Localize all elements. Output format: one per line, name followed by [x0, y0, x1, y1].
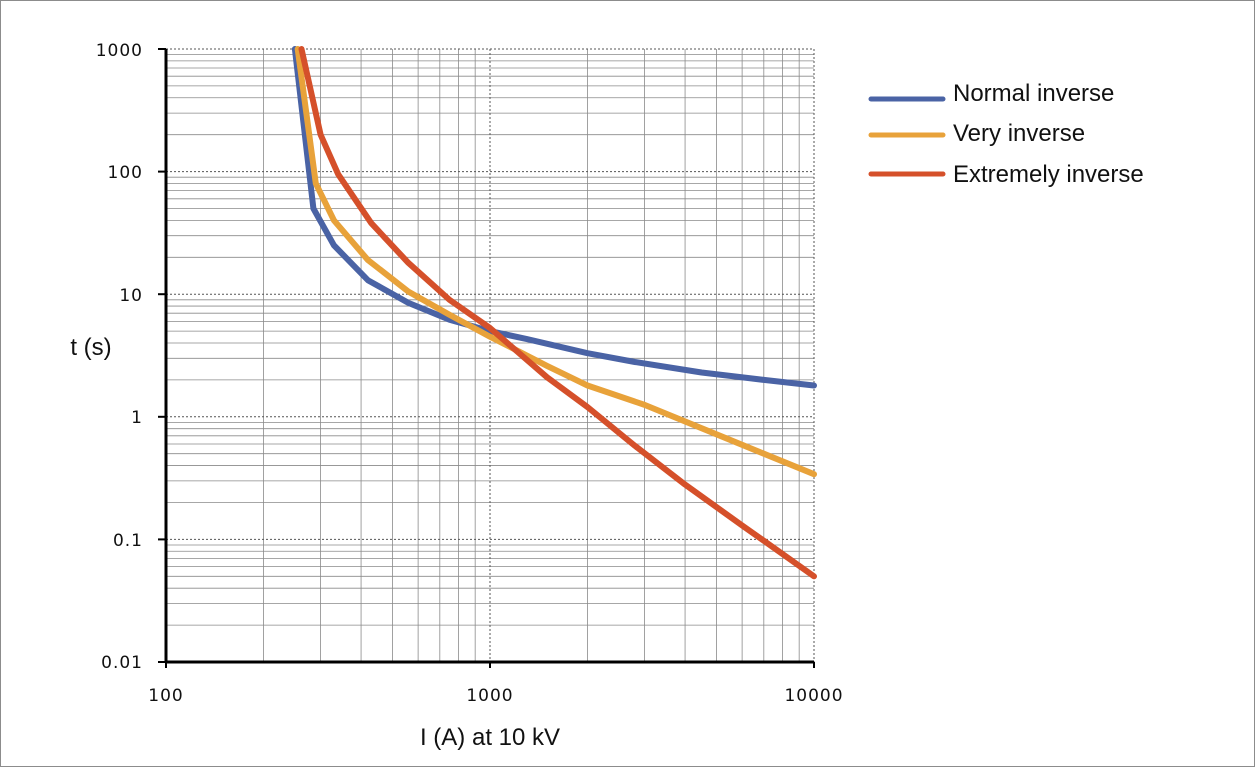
legend-label-normal-inverse: Normal inverse	[953, 80, 1114, 107]
legend: Normal inverse Very inverse Extremely in…	[868, 80, 1144, 188]
legend-label-extremely-inverse: Extremely inverse	[953, 161, 1144, 188]
axes	[158, 48, 815, 668]
y-tick-label: 1000	[96, 41, 143, 61]
y-tick-label: 0.1	[113, 531, 143, 551]
x-tick-label: 1000	[466, 686, 513, 706]
legend-label-very-inverse: Very inverse	[953, 120, 1085, 147]
y-tick-label: 1	[131, 408, 143, 428]
series-line-very-inverse	[294, 46, 817, 478]
series-line-extremely-inverse	[298, 46, 817, 580]
y-tick-label: 100	[108, 163, 143, 183]
x-tick-label: 10000	[784, 686, 843, 706]
x-tick-label: 100	[148, 686, 183, 706]
y-axis-title: t (s)	[70, 334, 111, 361]
series-line-normal-inverse	[291, 46, 817, 389]
x-axis-title: I (A) at 10 kV	[420, 724, 560, 751]
y-tick-label: 10	[119, 286, 143, 306]
y-tick-label: 0.01	[101, 653, 143, 673]
series-layer	[291, 46, 817, 580]
